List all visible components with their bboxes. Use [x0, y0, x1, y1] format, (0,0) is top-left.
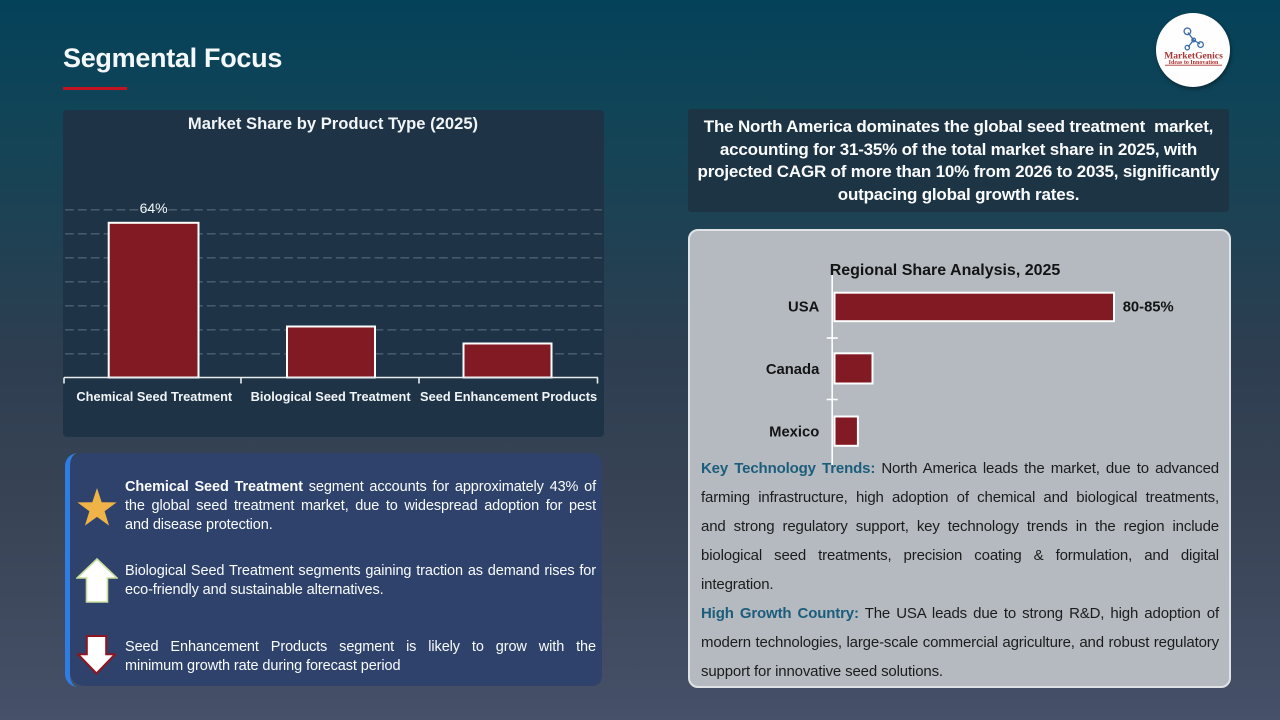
svg-text:Regional Share Analysis, 2025: Regional Share Analysis, 2025 — [830, 262, 1061, 279]
svg-text:Ideas to Innovation: Ideas to Innovation — [1169, 60, 1219, 66]
svg-text:Chemical Seed Treatment: Chemical Seed Treatment — [76, 389, 232, 404]
svg-text:Mexico: Mexico — [769, 425, 819, 441]
svg-text:Canada: Canada — [766, 362, 820, 378]
svg-text:Market Share by Product Type (: Market Share by Product Type (2025) — [188, 114, 478, 133]
svg-text:Seed Enhancement Products: Seed Enhancement Products — [420, 389, 597, 404]
svg-text:64%: 64% — [140, 200, 168, 216]
svg-text:USA: USA — [788, 300, 820, 316]
svg-text:80-85%: 80-85% — [1123, 300, 1174, 316]
svg-text:Biological Seed Treatment: Biological Seed Treatment — [251, 389, 412, 404]
svg-text:MarketGenics: MarketGenics — [1164, 51, 1223, 62]
